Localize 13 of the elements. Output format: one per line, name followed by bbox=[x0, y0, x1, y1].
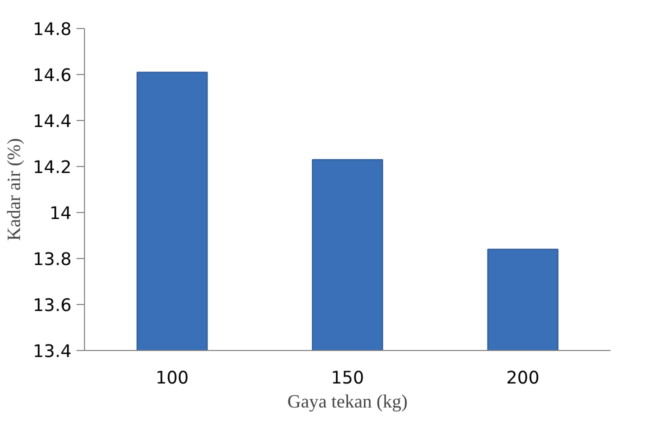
y-tick-label: 14.6 bbox=[32, 66, 72, 86]
x-tick-label: 200 bbox=[506, 368, 540, 388]
x-tick-label: 100 bbox=[156, 368, 189, 388]
y-tick-label: 13.8 bbox=[32, 250, 72, 270]
y-tick-label: 14.8 bbox=[32, 20, 72, 40]
y-tick-label: 13.4 bbox=[32, 342, 72, 362]
y-tick-label: 14 bbox=[49, 204, 72, 224]
y-tick-label: 13.6 bbox=[32, 296, 72, 316]
y-tick-label: 14.2 bbox=[32, 158, 72, 178]
y-tick-label: 14.4 bbox=[32, 112, 72, 132]
x-axis-title: Gaya tekan (kg) bbox=[287, 392, 408, 412]
y-axis-title: Kadar air (%) bbox=[4, 138, 25, 241]
x-tick-label: 150 bbox=[330, 368, 364, 388]
